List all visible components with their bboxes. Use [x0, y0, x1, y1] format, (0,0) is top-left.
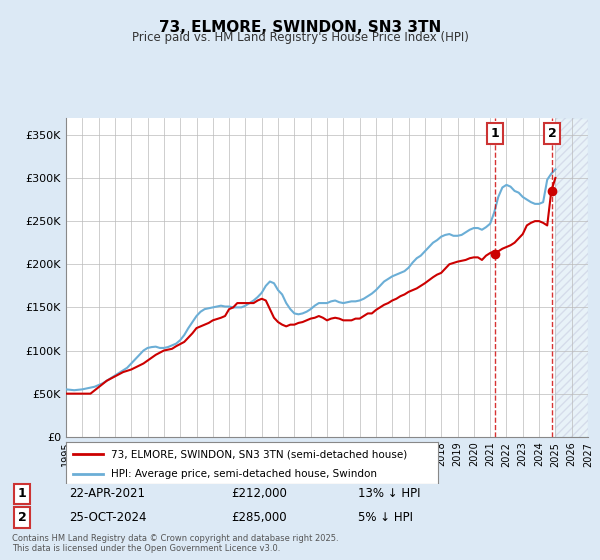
Text: 2: 2 [548, 127, 557, 140]
Text: 1: 1 [18, 487, 26, 501]
Bar [556, 118, 588, 437]
Text: Contains HM Land Registry data © Crown copyright and database right 2025.
This d: Contains HM Land Registry data © Crown c… [12, 534, 338, 553]
Text: £285,000: £285,000 [231, 511, 287, 524]
Text: £212,000: £212,000 [231, 487, 287, 501]
Text: 2: 2 [18, 511, 26, 524]
Text: HPI: Average price, semi-detached house, Swindon: HPI: Average price, semi-detached house,… [110, 469, 377, 479]
Text: 22-APR-2021: 22-APR-2021 [70, 487, 146, 501]
Text: 25-OCT-2024: 25-OCT-2024 [70, 511, 147, 524]
Text: 73, ELMORE, SWINDON, SN3 3TN (semi-detached house): 73, ELMORE, SWINDON, SN3 3TN (semi-detac… [110, 449, 407, 459]
Text: Price paid vs. HM Land Registry's House Price Index (HPI): Price paid vs. HM Land Registry's House … [131, 31, 469, 44]
Bar [556, 118, 588, 437]
Text: 1: 1 [491, 127, 500, 140]
Text: 5% ↓ HPI: 5% ↓ HPI [358, 511, 413, 524]
Text: 13% ↓ HPI: 13% ↓ HPI [358, 487, 420, 501]
Text: 73, ELMORE, SWINDON, SN3 3TN: 73, ELMORE, SWINDON, SN3 3TN [159, 20, 441, 35]
